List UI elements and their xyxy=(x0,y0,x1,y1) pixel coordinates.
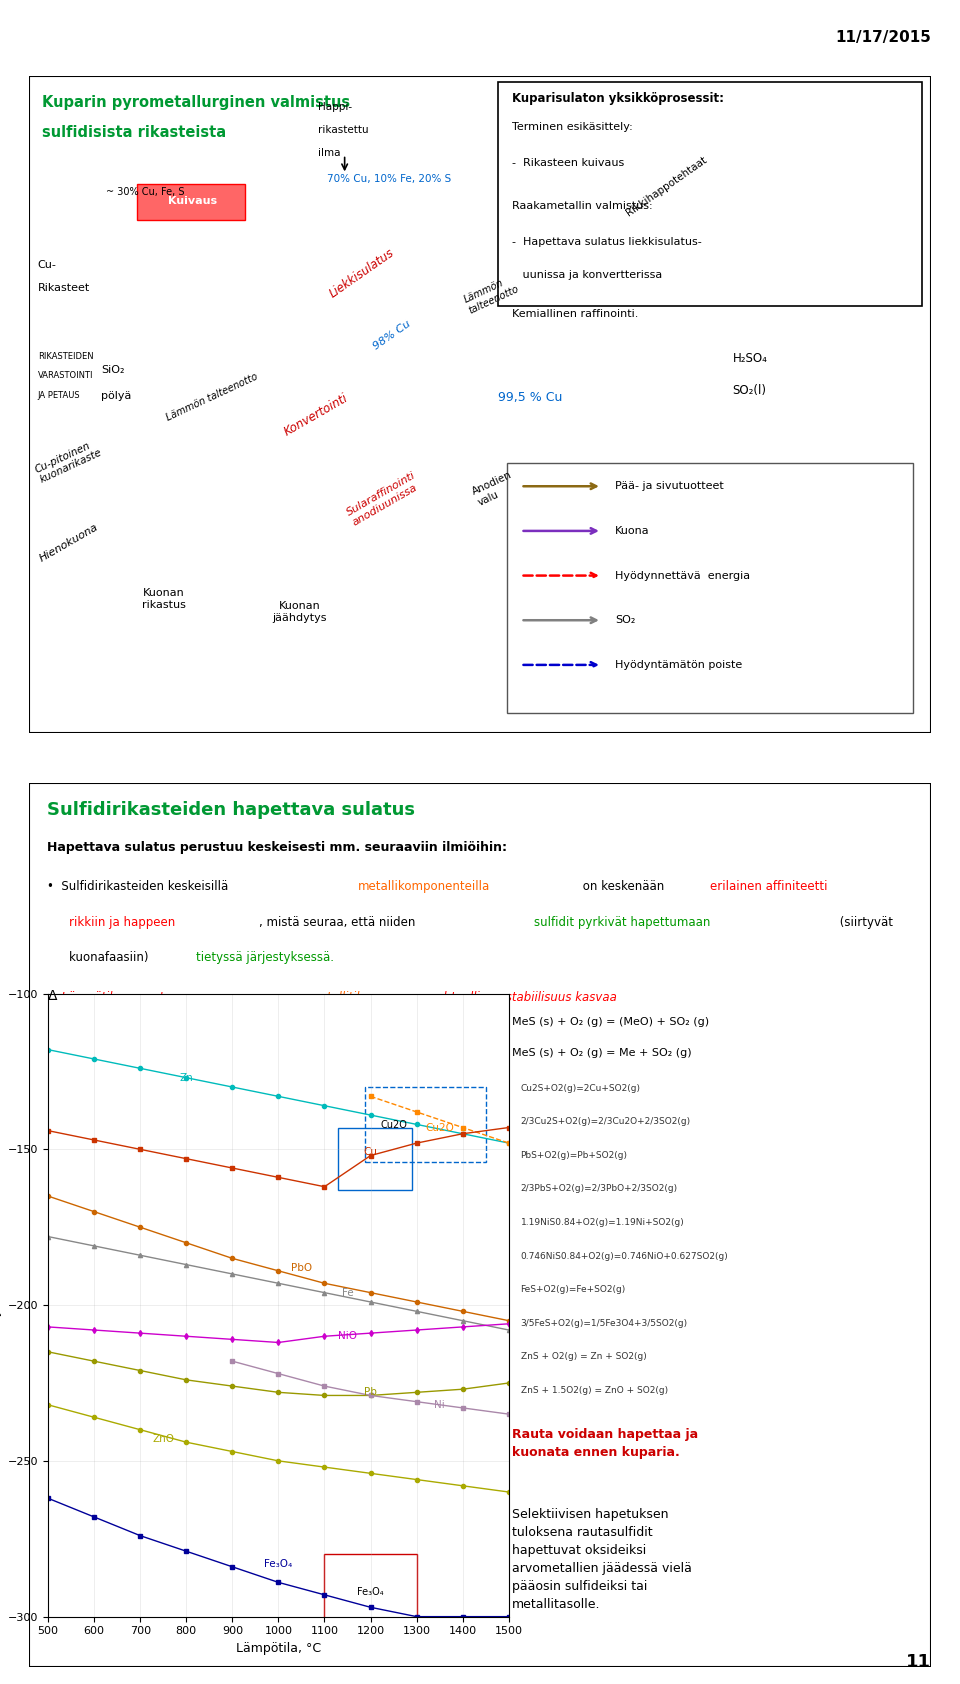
Text: Kuona: Kuona xyxy=(615,525,650,536)
Text: kuonafaasiin): kuonafaasiin) xyxy=(69,951,153,963)
Text: JA PETAUS: JA PETAUS xyxy=(37,391,81,401)
Y-axis label: ΔG, kJ/mol O2: ΔG, kJ/mol O2 xyxy=(0,1261,2,1349)
Text: on keskenään: on keskenään xyxy=(579,881,668,893)
Text: VARASTOINTI: VARASTOINTI xyxy=(37,372,93,381)
Text: erilainen affiniteetti: erilainen affiniteetti xyxy=(710,881,828,893)
Text: sulfidisista rikasteista: sulfidisista rikasteista xyxy=(42,125,227,140)
Text: 98% Cu: 98% Cu xyxy=(372,318,413,352)
Text: Cu2S+O2(g)=2Cu+SO2(g): Cu2S+O2(g)=2Cu+SO2(g) xyxy=(520,1084,640,1093)
Text: -  Rikasteen kuivaus: - Rikasteen kuivaus xyxy=(512,158,624,168)
Text: Rikasteet: Rikasteet xyxy=(37,283,90,293)
Text: Konvertointi: Konvertointi xyxy=(281,391,350,438)
Text: Cu2O: Cu2O xyxy=(380,1120,407,1130)
Text: 11/17/2015: 11/17/2015 xyxy=(835,30,931,45)
Text: ZnO: ZnO xyxy=(153,1435,174,1445)
Text: Rikkihappotehtaat: Rikkihappotehtaat xyxy=(624,155,708,217)
Text: Sulfidirikasteiden hapettava sulatus: Sulfidirikasteiden hapettava sulatus xyxy=(47,800,415,818)
Text: SiO₂: SiO₂ xyxy=(101,365,125,376)
Bar xyxy=(498,83,923,305)
Text: •  Lämpötilan noustessa: • Lämpötilan noustessa xyxy=(47,990,194,1004)
Text: Rauta voidaan hapettaa ja
kuonata ennen kuparia.: Rauta voidaan hapettaa ja kuonata ennen … xyxy=(512,1428,698,1460)
Text: uunissa ja konvertterissa: uunissa ja konvertterissa xyxy=(512,269,661,280)
Text: Hyödynnettävä  energia: Hyödynnettävä energia xyxy=(615,571,751,581)
Text: Raakametallin valmistus:: Raakametallin valmistus: xyxy=(512,200,652,210)
Text: RIKASTEIDEN: RIKASTEIDEN xyxy=(37,352,93,360)
Text: Pb: Pb xyxy=(364,1388,377,1398)
Text: Cu2O: Cu2O xyxy=(425,1123,454,1133)
Text: rikastettu: rikastettu xyxy=(318,125,369,135)
Text: PbS+O2(g)=Pb+SO2(g): PbS+O2(g)=Pb+SO2(g) xyxy=(520,1150,628,1160)
Text: tietyssä järjestyksessä.: tietyssä järjestyksessä. xyxy=(196,951,334,963)
Text: Lämmön talteenotto: Lämmön talteenotto xyxy=(164,372,259,423)
Text: Pää- ja sivutuotteet: Pää- ja sivutuotteet xyxy=(615,482,724,492)
Text: Fe₃O₄: Fe₃O₄ xyxy=(264,1559,293,1569)
Text: Anodien
valu: Anodien valu xyxy=(471,470,518,507)
Text: Terminen esikäsittely:: Terminen esikäsittely: xyxy=(512,121,633,131)
Text: Liekkisulatus: Liekkisulatus xyxy=(326,246,396,301)
Bar xyxy=(507,463,913,712)
Text: 1.19NiS0.84+O2(g)=1.19Ni+SO2(g): 1.19NiS0.84+O2(g)=1.19Ni+SO2(g) xyxy=(520,1218,684,1228)
Text: Cu: Cu xyxy=(364,1147,377,1157)
Text: ZnS + O2(g) = Zn + SO2(g): ZnS + O2(g) = Zn + SO2(g) xyxy=(520,1352,646,1361)
Text: -  Hapettava sulatus liekkisulatus-: - Hapettava sulatus liekkisulatus- xyxy=(512,237,702,246)
Text: Ni: Ni xyxy=(434,1399,445,1410)
Text: suhteellinen stabiilisuus kasvaa: suhteellinen stabiilisuus kasvaa xyxy=(426,990,616,1004)
Text: Hienokuona: Hienokuona xyxy=(37,522,100,564)
Text: Kuparin pyrometallurginen valmistus: Kuparin pyrometallurginen valmistus xyxy=(42,96,350,111)
Text: 11: 11 xyxy=(906,1652,931,1671)
Text: Lämmön
talteenotto: Lämmön talteenotto xyxy=(462,273,520,315)
Text: H₂SO₄: H₂SO₄ xyxy=(732,352,768,365)
Text: sulfidit pyrkivät hapettumaan: sulfidit pyrkivät hapettumaan xyxy=(534,916,710,928)
Text: 70% Cu, 10% Fe, 20% S: 70% Cu, 10% Fe, 20% S xyxy=(326,173,451,184)
Text: Kuonan
rikastus: Kuonan rikastus xyxy=(142,588,186,610)
Text: ~ 30% Cu, Fe, S: ~ 30% Cu, Fe, S xyxy=(106,187,184,197)
Text: ZnS + 1.5O2(g) = ZnO + SO2(g): ZnS + 1.5O2(g) = ZnO + SO2(g) xyxy=(520,1386,668,1394)
Text: PbO: PbO xyxy=(291,1263,312,1273)
Text: SO₂(l): SO₂(l) xyxy=(732,384,767,397)
Text: Happi-: Happi- xyxy=(318,103,351,113)
Text: MeS (s) + O₂ (g) = Me + SO₂ (g): MeS (s) + O₂ (g) = Me + SO₂ (g) xyxy=(512,1047,691,1058)
Text: rikkiin ja happeen: rikkiin ja happeen xyxy=(69,916,176,928)
Text: Kuparisulaton yksikköprosessit:: Kuparisulaton yksikköprosessit: xyxy=(512,93,724,104)
Text: MeS (s) + O₂ (g) = (MeO) + SO₂ (g): MeS (s) + O₂ (g) = (MeO) + SO₂ (g) xyxy=(512,1017,708,1027)
Text: Kemiallinen raffinointi.: Kemiallinen raffinointi. xyxy=(512,308,638,318)
Text: Cu-pitoinen
kuonarikaste: Cu-pitoinen kuonarikaste xyxy=(34,436,104,485)
Text: Δ: Δ xyxy=(48,989,58,1004)
Text: 99,5 % Cu: 99,5 % Cu xyxy=(498,391,563,404)
Text: NiO: NiO xyxy=(338,1332,357,1340)
Text: Fe₃O₄: Fe₃O₄ xyxy=(357,1586,384,1596)
Text: ilma: ilma xyxy=(318,148,340,158)
Text: Zn: Zn xyxy=(180,1073,193,1083)
Text: Kuivaus: Kuivaus xyxy=(168,195,218,205)
Text: Sularaffinointi
anodiuunissa: Sularaffinointi anodiuunissa xyxy=(345,470,423,527)
Text: pölyä: pölyä xyxy=(101,391,132,401)
Text: •  Sulfidirikasteiden keskeisillä: • Sulfidirikasteiden keskeisillä xyxy=(47,881,232,893)
Text: FeS+O2(g)=Fe+SO2(g): FeS+O2(g)=Fe+SO2(g) xyxy=(520,1285,626,1295)
Text: Cu-: Cu- xyxy=(37,259,57,269)
X-axis label: Lämpötila, °C: Lämpötila, °C xyxy=(236,1642,321,1655)
Text: Hyödyntämätön poiste: Hyödyntämätön poiste xyxy=(615,660,743,670)
Text: metallitilan: metallitilan xyxy=(308,990,374,1004)
Text: 2/3PbS+O2(g)=2/3PbO+2/3SO2(g): 2/3PbS+O2(g)=2/3PbO+2/3SO2(g) xyxy=(520,1184,678,1194)
Bar xyxy=(137,184,246,221)
Text: metallikomponenteilla: metallikomponenteilla xyxy=(358,881,491,893)
Text: SO₂: SO₂ xyxy=(615,615,636,625)
Text: 3/5FeS+O2(g)=1/5Fe3O4+3/5SO2(g): 3/5FeS+O2(g)=1/5Fe3O4+3/5SO2(g) xyxy=(520,1319,687,1327)
Text: , mistä seuraa, että niiden: , mistä seuraa, että niiden xyxy=(259,916,419,928)
Text: Kuonan
jäähdytys: Kuonan jäähdytys xyxy=(273,601,326,623)
Text: 2/3Cu2S+O2(g)=2/3Cu2O+2/3SO2(g): 2/3Cu2S+O2(g)=2/3Cu2O+2/3SO2(g) xyxy=(520,1116,691,1127)
Text: Hapettava sulatus perustuu keskeisesti mm. seuraaviin ilmiöihin:: Hapettava sulatus perustuu keskeisesti m… xyxy=(47,840,507,854)
Text: Selektiivisen hapetuksen
tuloksena rautasulfidit
hapettuvat oksideiksi
arvometal: Selektiivisen hapetuksen tuloksena rauta… xyxy=(512,1509,691,1612)
Text: 0.746NiS0.84+O2(g)=0.746NiO+0.627SO2(g): 0.746NiS0.84+O2(g)=0.746NiO+0.627SO2(g) xyxy=(520,1251,729,1261)
Text: Fe: Fe xyxy=(342,1288,353,1298)
Text: (siirtyvät: (siirtyvät xyxy=(836,916,894,928)
